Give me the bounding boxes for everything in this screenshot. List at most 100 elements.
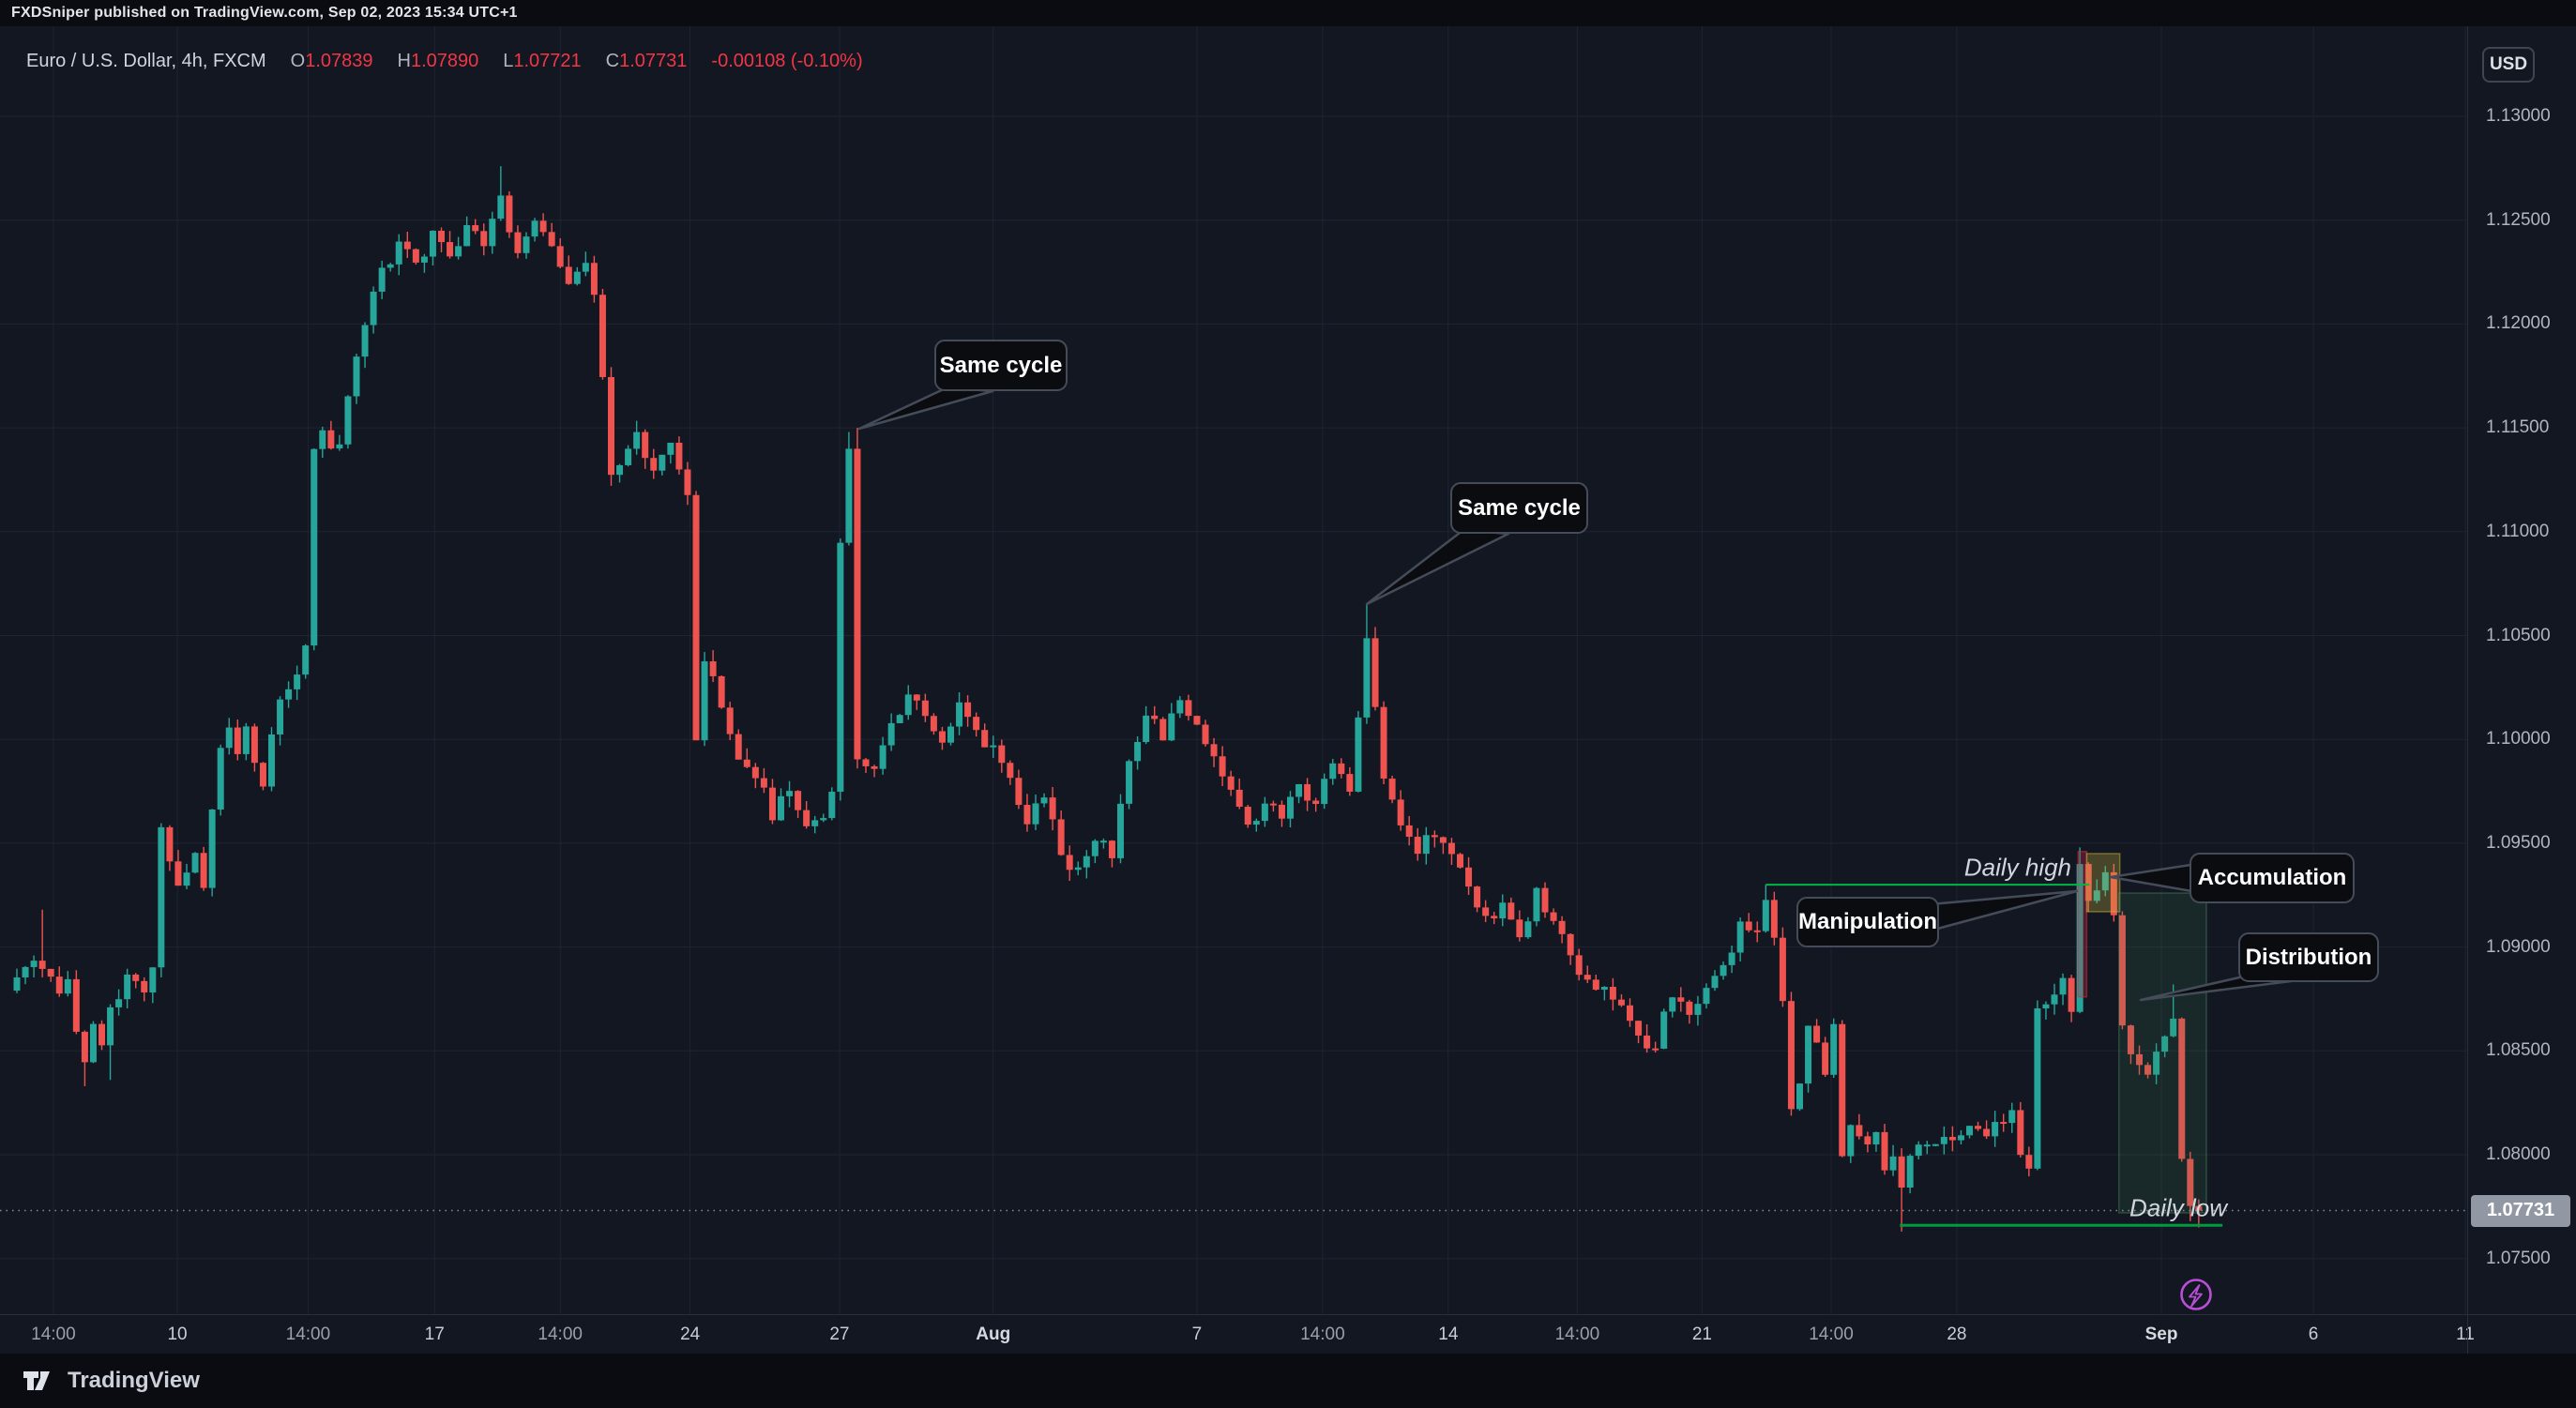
candle <box>701 652 708 747</box>
price-tick: 1.11500 <box>2486 417 2550 438</box>
candle <box>608 367 614 486</box>
candle <box>353 354 360 404</box>
candle <box>590 255 598 303</box>
candle <box>1465 856 1473 895</box>
candle <box>2025 1146 2033 1177</box>
candle <box>1235 778 1243 810</box>
candle <box>1524 916 1532 939</box>
candle <box>395 234 402 276</box>
candle <box>803 801 811 829</box>
candle <box>1057 810 1065 856</box>
price-tick: 1.13000 <box>2486 106 2551 126</box>
price-tick: 1.07500 <box>2486 1248 2551 1268</box>
candle <box>429 230 436 266</box>
time-tick: 14:00 <box>1809 1325 1854 1344</box>
candle <box>1143 705 1150 745</box>
candle <box>1091 839 1099 864</box>
accumulation-box[interactable] <box>2085 853 2121 913</box>
candle <box>2093 879 2100 903</box>
candle <box>506 190 513 238</box>
price-tick: 1.08000 <box>2486 1144 2551 1164</box>
candle <box>887 713 895 751</box>
candle <box>1558 916 1566 944</box>
candle <box>1906 1154 1914 1194</box>
symbol-legend[interactable]: Euro / U.S. Dollar, 4h, FXCM O1.07839 H1.… <box>26 51 863 72</box>
candle <box>1770 891 1778 946</box>
candle <box>1482 900 1490 923</box>
candle <box>38 909 46 977</box>
time-tick: 11 <box>2456 1325 2475 1344</box>
callout-same-cycle-2[interactable]: Same cycle <box>1450 482 1588 534</box>
candle <box>81 1030 88 1086</box>
candle <box>1015 769 1023 810</box>
candle <box>242 722 250 761</box>
callout-distribution[interactable]: Distribution <box>2238 932 2379 982</box>
daily-low-label[interactable]: Daily low <box>2129 1193 2228 1222</box>
tail-accumulation <box>2109 862 2199 894</box>
candle <box>1932 1143 1939 1147</box>
candle <box>904 685 912 720</box>
candle <box>302 643 310 679</box>
candle <box>599 288 606 380</box>
candle <box>1040 793 1048 808</box>
price-tick: 1.12000 <box>2486 313 2551 334</box>
candle <box>2101 866 2109 897</box>
time-tick: 6 <box>2308 1325 2319 1344</box>
price-axis-separator <box>2467 26 2468 1354</box>
manipulation-candle-box[interactable] <box>2077 851 2088 998</box>
candle <box>1686 999 1693 1024</box>
candle <box>2136 1045 2143 1075</box>
callout-accumulation[interactable]: Accumulation <box>2190 853 2355 903</box>
tail-same-cycle-2 <box>1365 528 1510 606</box>
candle <box>1074 861 1082 876</box>
candle <box>531 218 538 242</box>
candle <box>743 748 750 769</box>
candle <box>1813 1019 1821 1043</box>
candle <box>174 850 182 886</box>
callout-manipulation[interactable]: Manipulation <box>1796 897 1939 947</box>
candle <box>1032 794 1039 831</box>
candle <box>565 255 572 285</box>
candle <box>1745 913 1752 932</box>
candle <box>1711 970 1719 992</box>
candle <box>1652 1041 1659 1053</box>
callout-same-cycle-1[interactable]: Same cycle <box>934 340 1068 391</box>
candle <box>183 863 190 889</box>
tradingview-logo-icon[interactable] <box>23 1369 54 1393</box>
candle <box>820 813 827 823</box>
candles-layer <box>13 166 2203 1232</box>
candle <box>463 216 471 247</box>
candle <box>871 765 878 778</box>
candle <box>896 714 903 724</box>
footer-bar: TradingView <box>0 1354 2576 1408</box>
candle <box>1975 1121 1982 1131</box>
daily-high-label[interactable]: Daily high <box>1963 853 2071 882</box>
candle <box>1592 975 1599 992</box>
candle <box>735 729 742 760</box>
time-tick: 14:00 <box>31 1325 76 1344</box>
candle <box>1355 710 1362 793</box>
candle <box>514 225 522 259</box>
candle <box>1066 845 1073 882</box>
candle <box>124 968 131 1008</box>
currency-button[interactable]: USD <box>2482 47 2535 83</box>
candle <box>1915 1141 1922 1160</box>
candle <box>684 462 691 506</box>
price-tick: 1.11000 <box>2486 521 2550 541</box>
time-axis-separator <box>0 1314 2576 1315</box>
distribution-box[interactable] <box>2118 892 2207 1214</box>
candle <box>2161 1035 2169 1058</box>
tradingview-brand[interactable]: TradingView <box>68 1368 200 1393</box>
flash-icon[interactable] <box>2180 1279 2212 1310</box>
candle <box>523 232 530 259</box>
last-price-badge: 1.07731 <box>2471 1194 2570 1227</box>
candle <box>1252 818 1260 832</box>
candle <box>1414 827 1421 861</box>
candle <box>1321 773 1328 810</box>
candle <box>751 763 759 789</box>
candle <box>1049 787 1056 831</box>
candle <box>47 968 54 982</box>
candle <box>964 695 972 727</box>
candle <box>760 767 767 794</box>
